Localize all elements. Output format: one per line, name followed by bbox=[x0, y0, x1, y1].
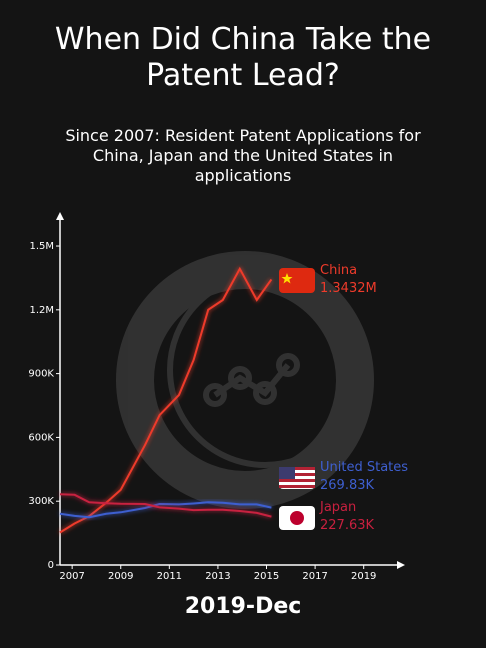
title: When Did China Take the Patent Lead? bbox=[0, 22, 486, 94]
series-line bbox=[59, 493, 272, 518]
x-tick-label: 2015 bbox=[254, 571, 279, 582]
series-line bbox=[59, 266, 273, 534]
value-label: 269.83K bbox=[320, 478, 374, 493]
flag-china bbox=[279, 268, 315, 293]
value-label: 227.63K bbox=[320, 518, 374, 533]
y-tick-label: 300K bbox=[28, 496, 54, 507]
legend-label: China bbox=[320, 263, 357, 278]
flag-japan bbox=[279, 506, 315, 530]
x-axis-arrow bbox=[397, 561, 405, 569]
chart-title: When Did China Take the Patent Lead? bbox=[54, 22, 432, 93]
lines: China 1.3432M United States 269.83K Japan 227… bbox=[59, 263, 408, 534]
watermark bbox=[116, 251, 374, 509]
y-tick-label: 600K bbox=[28, 432, 54, 443]
legend-label: United States bbox=[320, 460, 408, 475]
date-annotation: 2019-Dec bbox=[185, 594, 302, 619]
chart-subtitle: Since 2007: Resident Patent Applications… bbox=[65, 126, 421, 185]
subtitle: Since 2007: Resident Patent Applications… bbox=[0, 126, 486, 186]
series-line bbox=[59, 501, 272, 519]
y-tick-label: 0 bbox=[48, 560, 54, 571]
legend-label: Japan bbox=[319, 500, 356, 515]
flag-us bbox=[279, 467, 315, 489]
value-label: 1.3432M bbox=[320, 281, 377, 296]
y-axis-arrow bbox=[56, 212, 64, 220]
x-tick-label: 2009 bbox=[108, 571, 133, 582]
axes: 0 300K 600K 900K 1.2M 1.5M 2007 2009 2011 2013 201… bbox=[28, 212, 405, 582]
x-tick-label: 2017 bbox=[302, 571, 327, 582]
x-tick-label: 2019 bbox=[351, 571, 376, 582]
x-tick-label: 2013 bbox=[205, 571, 230, 582]
y-tick-label: 900K bbox=[28, 369, 54, 380]
x-tick-label: 2007 bbox=[59, 571, 84, 582]
y-tick-label: 1.5M bbox=[29, 241, 54, 252]
y-tick-label: 1.2M bbox=[29, 305, 54, 316]
x-tick-label: 2011 bbox=[157, 571, 182, 582]
